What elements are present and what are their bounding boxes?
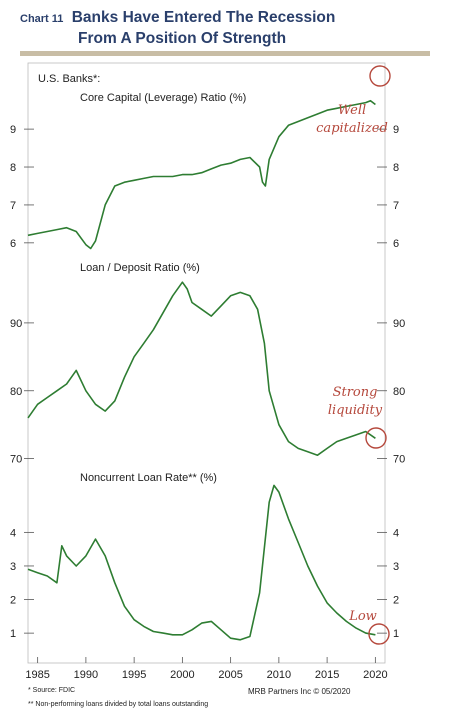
x-tick-label: 1990 xyxy=(74,669,98,681)
y-tick-left-2: 70 xyxy=(10,454,22,466)
y-tick-right-3: 4 xyxy=(393,527,399,539)
y-tick-left-3: 2 xyxy=(10,595,16,607)
x-tick-label: 2010 xyxy=(267,669,291,681)
panel-title-2: Loan / Deposit Ratio (%) xyxy=(80,262,200,274)
annotation-circle-2 xyxy=(365,427,387,449)
x-tick-label: 2000 xyxy=(170,669,194,681)
y-tick-left-3: 3 xyxy=(10,561,16,573)
series-line-1 xyxy=(27,99,376,250)
y-tick-right-2: 70 xyxy=(393,454,405,466)
y-tick-right-3: 1 xyxy=(393,628,399,640)
y-tick-right-2: 90 xyxy=(393,318,405,330)
y-tick-left-1: 8 xyxy=(10,162,16,174)
y-tick-right-1: 8 xyxy=(393,162,399,174)
series-line-3 xyxy=(27,484,376,641)
y-tick-right-3: 3 xyxy=(393,561,399,573)
panel-title-1: Core Capital (Leverage) Ratio (%) xyxy=(80,92,246,104)
plot-frame xyxy=(27,62,386,664)
series-line-2 xyxy=(27,281,376,456)
title-line-2: From A Position Of Strength xyxy=(78,30,287,47)
annotation-circle-3 xyxy=(368,623,390,645)
x-tick-label: 1985 xyxy=(25,669,49,681)
definition-note: ** Non-performing loans divided by total… xyxy=(28,701,209,708)
panel-title-3: Noncurrent Loan Rate** (%) xyxy=(80,472,217,484)
chart-number: Chart 11 xyxy=(20,13,64,25)
y-tick-left-1: 7 xyxy=(10,200,16,212)
y-tick-right-2: 80 xyxy=(393,386,405,398)
y-tick-left-2: 90 xyxy=(10,318,22,330)
title-rule xyxy=(20,51,430,56)
x-tick-label: 2020 xyxy=(363,669,387,681)
annotation-circle-1 xyxy=(369,65,391,87)
y-tick-right-1: 7 xyxy=(393,200,399,212)
chart-title: Chart 11 Banks Have Entered The Recessio… xyxy=(20,8,430,49)
y-tick-left-1: 6 xyxy=(10,238,16,250)
annotation-2: liquidity xyxy=(328,403,383,418)
source-note: * Source: FDIC xyxy=(28,687,76,694)
y-tick-left-1: 9 xyxy=(10,124,16,136)
annotation-1: Well xyxy=(338,103,366,118)
y-tick-left-2: 80 xyxy=(10,386,22,398)
y-tick-right-1: 6 xyxy=(393,238,399,250)
title-line-1: Banks Have Entered The Recession xyxy=(71,9,336,26)
y-tick-right-1: 9 xyxy=(393,124,399,136)
annotation-1: capitalized xyxy=(316,121,388,136)
annotation-3: Low xyxy=(348,609,377,624)
credit-note: MRB Partners Inc © 05/2020 xyxy=(248,687,351,696)
panel-header: U.S. Banks*: xyxy=(38,73,100,85)
x-tick-label: 2005 xyxy=(218,669,242,681)
annotation-2: Strong xyxy=(333,385,378,400)
y-tick-right-3: 2 xyxy=(393,595,399,607)
x-tick-label: 1995 xyxy=(122,669,146,681)
x-tick-label: 2015 xyxy=(315,669,339,681)
y-tick-left-3: 1 xyxy=(10,628,16,640)
y-tick-left-3: 4 xyxy=(10,527,16,539)
